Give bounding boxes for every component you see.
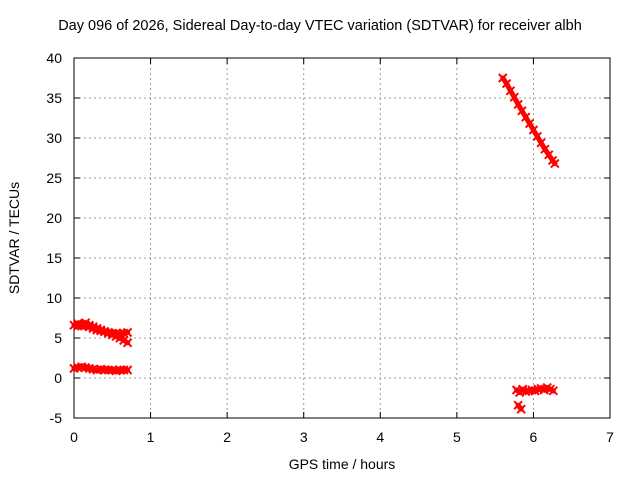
data-point: [122, 365, 133, 375]
x-tick-label: 7: [606, 429, 614, 445]
data-point: [122, 327, 133, 338]
chart-title: Day 096 of 2026, Sidereal Day-to-day VTE…: [58, 18, 582, 34]
x-tick-label: 5: [453, 429, 461, 445]
y-tick-label: 40: [46, 50, 62, 66]
y-tick-label: 15: [46, 250, 62, 266]
tick-labels: 0 1 2 3 4 5 6 7 -5 0 5 10 15 20 25 30 35 40: [46, 50, 614, 445]
data-point: [548, 386, 559, 396]
y-tick-label: -5: [50, 410, 63, 426]
y-axis-label: SDTVAR / TECUs: [6, 181, 22, 295]
x-tick-label: 1: [147, 429, 155, 445]
y-tick-label: 5: [54, 330, 62, 346]
y-tick-label: 10: [46, 290, 62, 306]
data-point: [550, 158, 560, 169]
x-tick-label: 4: [376, 429, 384, 445]
grid: [74, 58, 610, 418]
x-tick-label: 6: [530, 429, 538, 445]
data-point: [122, 338, 133, 348]
plot-border: [73, 57, 611, 419]
y-tick-label: 35: [46, 90, 62, 106]
axis-ticks: [73, 57, 611, 419]
x-axis-label: GPS time / hours: [288, 456, 396, 472]
data-marks: [69, 73, 560, 414]
x-tick-label: 3: [300, 429, 308, 445]
y-tick-label: 0: [54, 370, 62, 386]
y-tick-label: 30: [46, 130, 62, 146]
data-point: [516, 404, 526, 414]
y-tick-label: 25: [46, 170, 62, 186]
y-tick-label: 20: [46, 210, 62, 226]
x-tick-label: 0: [70, 429, 78, 445]
x-tick-label: 2: [223, 429, 231, 445]
